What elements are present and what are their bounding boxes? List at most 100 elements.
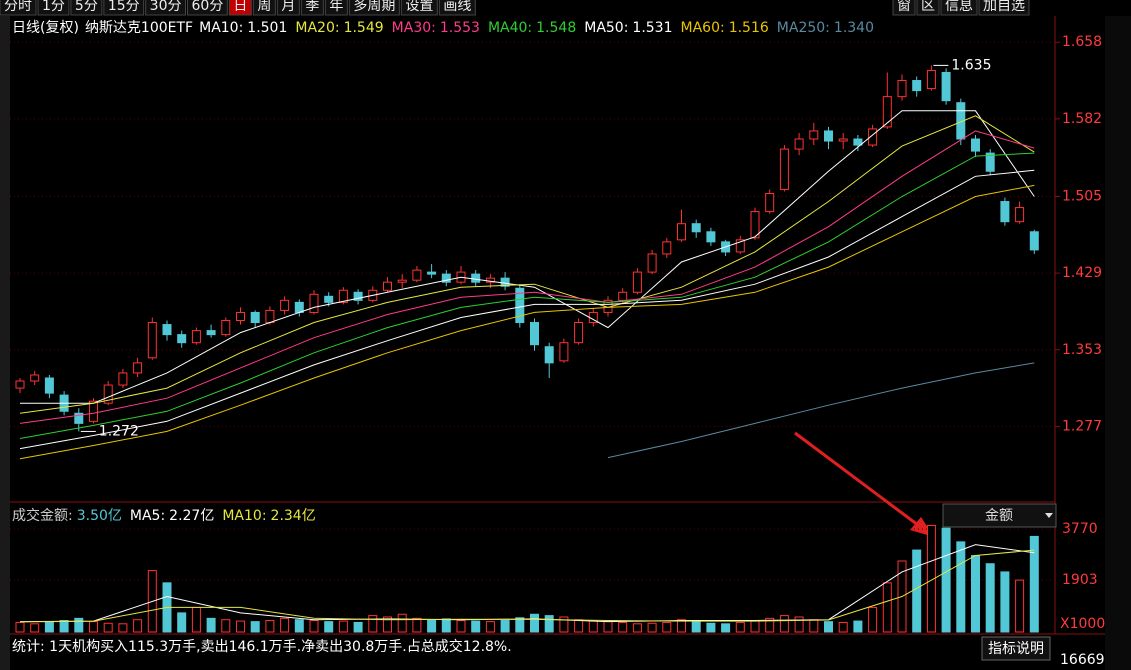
- candle-body: [691, 223, 701, 233]
- toolbar-tab[interactable]: [276, 0, 300, 16]
- candle-body: [765, 192, 775, 213]
- candle-body: [897, 80, 907, 98]
- annotation-label: 1.272: [99, 423, 139, 439]
- volume-bar: [59, 620, 69, 633]
- toolbar-tab[interactable]: [252, 0, 276, 16]
- volume-bar: [118, 623, 128, 633]
- candle-body: [177, 334, 187, 344]
- volume-bar: [294, 619, 304, 633]
- toolbar-tab-label[interactable]: 多周期: [353, 0, 395, 14]
- toolbar-tab-label[interactable]: 年: [329, 0, 343, 14]
- toolbar-tab-label[interactable]: 1分: [42, 0, 65, 14]
- candle-body: [309, 293, 319, 313]
- volume-bar: [515, 617, 525, 633]
- toolbar-tab[interactable]: [300, 0, 324, 16]
- volume-bar: [530, 613, 539, 633]
- candle-body: [1000, 201, 1010, 223]
- candle-body: [30, 374, 40, 382]
- toolbar-tab[interactable]: [348, 0, 400, 16]
- ma-line: [19, 130, 1035, 424]
- toolbar-tab-label[interactable]: 加自选: [983, 0, 1025, 14]
- toolbar-tab-label[interactable]: 分时: [4, 0, 32, 14]
- candle-body: [427, 271, 437, 275]
- legend-text: MA10:: [222, 508, 266, 524]
- toolbar-tab[interactable]: [940, 0, 978, 16]
- candle-body: [162, 324, 172, 336]
- volume-bar: [779, 615, 789, 633]
- toolbar-tab[interactable]: [103, 0, 145, 16]
- volume-bar: [485, 621, 495, 633]
- corner-value: 16669: [1060, 652, 1105, 668]
- candle-body: [1029, 231, 1039, 251]
- volume-bar: [456, 620, 466, 633]
- toolbar-tab-label[interactable]: 季: [305, 0, 319, 14]
- legend-text: 纳斯达克100ETF: [85, 20, 193, 36]
- toolbar-tab-label[interactable]: 窗: [897, 0, 911, 14]
- toolbar-tab[interactable]: [916, 0, 940, 16]
- toolbar-tab[interactable]: [892, 0, 916, 16]
- toolbar-tab[interactable]: [978, 0, 1030, 16]
- candle-body: [809, 130, 819, 140]
- legend-text: 2.34亿: [271, 508, 316, 524]
- volume-bar: [912, 549, 922, 633]
- volume-bar: [383, 616, 392, 633]
- candle-body: [280, 299, 290, 311]
- toolbar-tab-label[interactable]: 5分: [75, 0, 98, 14]
- y-tick-label: 1.353: [1062, 342, 1102, 358]
- candle-body: [338, 289, 348, 303]
- legend-text: 成交金额:: [12, 507, 73, 524]
- amount-dropdown[interactable]: [942, 503, 1057, 528]
- toolbar-tab-label[interactable]: 30分: [150, 0, 182, 14]
- volume-bar: [30, 623, 40, 633]
- y-tick-label: 1.582: [1062, 111, 1102, 127]
- volume-bar: [794, 616, 804, 633]
- candle-body: [44, 377, 54, 394]
- volume-bar: [941, 527, 951, 633]
- volume-bar: [133, 619, 143, 633]
- candle-body: [956, 102, 966, 140]
- volume-bar: [309, 620, 319, 633]
- toolbar-tab[interactable]: [324, 0, 348, 16]
- ma-line: [20, 110, 1035, 404]
- toolbar-tab-label[interactable]: 月: [281, 0, 295, 14]
- toolbar-tab[interactable]: [70, 0, 103, 16]
- candle-body: [353, 291, 363, 301]
- toolbar-tab-label[interactable]: 区: [921, 0, 935, 14]
- toolbar-tab-label[interactable]: 60分: [192, 0, 224, 14]
- candle-body: [779, 148, 789, 190]
- toolbar-tab-label[interactable]: 周: [257, 0, 271, 14]
- toolbar-tab-label[interactable]: 日: [233, 0, 247, 14]
- help-button[interactable]: [981, 636, 1051, 661]
- legend-text: 日线(复权): [12, 19, 79, 36]
- toolbar-tab[interactable]: [400, 0, 438, 16]
- toolbar-tab[interactable]: [37, 0, 70, 16]
- candle-body: [103, 384, 113, 404]
- help-button-label[interactable]: 指标说明: [988, 641, 1044, 657]
- legend-text: MA250:: [777, 20, 830, 36]
- candle-body: [206, 330, 216, 336]
- candle-body: [868, 128, 878, 146]
- toolbar-tab-label[interactable]: 画线: [443, 0, 471, 14]
- toolbar-tab-label[interactable]: 设置: [405, 0, 433, 14]
- toolbar-tab[interactable]: [438, 0, 476, 16]
- toolbar-tab[interactable]: [187, 0, 228, 16]
- volume-bar: [250, 621, 260, 633]
- candle-body: [191, 330, 201, 344]
- toolbar-tab-label[interactable]: 信息: [945, 0, 973, 14]
- volume-bar: [280, 617, 290, 633]
- candle-body: [838, 138, 848, 142]
- candle-body: [397, 279, 407, 283]
- toolbar-tab[interactable]: [0, 0, 37, 16]
- dropdown-label[interactable]: 金额: [985, 508, 1013, 524]
- legend-text: MA5:: [130, 508, 165, 524]
- toolbar-tab[interactable]: [145, 0, 186, 16]
- ma-line: [19, 549, 1035, 623]
- volume-bar: [853, 620, 863, 633]
- candle-body: [618, 291, 628, 301]
- legend-text: MA10:: [199, 20, 243, 36]
- candle-body: [221, 320, 231, 336]
- volume-bar: [706, 622, 716, 633]
- toolbar-tab[interactable]: [228, 0, 252, 16]
- candle-body: [559, 342, 569, 362]
- toolbar-tab-label[interactable]: 15分: [108, 0, 140, 14]
